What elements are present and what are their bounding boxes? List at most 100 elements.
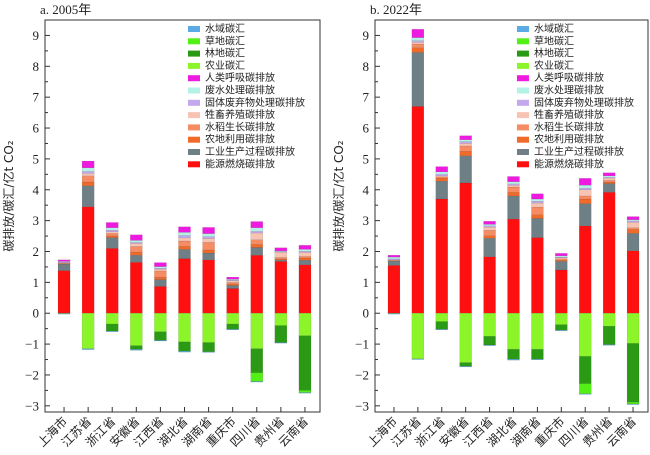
- bar-segment: [130, 234, 143, 241]
- legend-label: 农业碳汇: [534, 59, 574, 72]
- legend-swatch: [516, 38, 529, 45]
- bar-segment: [81, 173, 95, 177]
- legend-label: 草地碳汇: [534, 34, 574, 47]
- bar-segment: [130, 255, 143, 263]
- bar-segment: [555, 330, 568, 331]
- y-tick-label: 7: [363, 90, 370, 105]
- bar-segment: [202, 238, 215, 243]
- bar-segment: [555, 257, 568, 260]
- legend-swatch: [516, 124, 529, 131]
- bar-segment: [178, 351, 191, 353]
- y-tick-label: 7: [33, 90, 40, 105]
- bar-segment: [274, 342, 288, 344]
- bar-segment: [555, 324, 568, 331]
- y-tick-label: −3: [25, 398, 39, 413]
- bar-segment: [250, 227, 263, 232]
- bar-segment: [507, 195, 520, 220]
- bar-segment: [555, 258, 568, 261]
- y-tick-label: 8: [33, 59, 40, 74]
- bar-segment: [411, 29, 424, 38]
- bar-segment: [81, 171, 95, 174]
- bar-segment: [603, 175, 616, 178]
- bar-segment: [130, 262, 143, 314]
- bar-segment: [250, 372, 263, 382]
- bar-segment: [178, 240, 191, 247]
- bar-segment: [81, 313, 95, 349]
- bar-segment: [178, 226, 191, 233]
- bar-segment: [531, 237, 544, 314]
- bar-segment: [435, 177, 448, 182]
- bar-segment: [130, 345, 143, 350]
- bar-segment: [531, 206, 544, 215]
- bar-segment: [226, 329, 239, 331]
- legend-swatch: [516, 62, 529, 69]
- bar-segment: [411, 47, 424, 53]
- bar-segment: [106, 222, 119, 228]
- bar-segment: [250, 221, 263, 228]
- bar-segment: [411, 43, 424, 48]
- bar-segment: [130, 240, 143, 243]
- bar-segment: [178, 237, 191, 242]
- bar-segment: [154, 313, 167, 332]
- bar-segment: [483, 221, 496, 225]
- bar-segment: [626, 229, 640, 234]
- bar-segment: [555, 253, 568, 256]
- legend: 水域碳汇草地碳汇林地碳汇农业碳汇人类呼吸碳排放废水处理碳排放固体废弃物处理碳排放…: [516, 22, 634, 170]
- bar-segment: [483, 336, 496, 346]
- bar-segment: [81, 206, 95, 314]
- bar-segment: [626, 401, 640, 405]
- bar-segment: [555, 313, 568, 325]
- legend-swatch: [516, 26, 529, 32]
- bar-segment: [274, 247, 288, 252]
- bar-segment: [483, 224, 496, 227]
- bar-segment: [178, 246, 191, 250]
- bar-segment: [250, 313, 263, 349]
- legend-swatch: [188, 149, 200, 155]
- bar-segment: [178, 313, 191, 343]
- bar-segment: [459, 145, 472, 152]
- bar-segment: [57, 262, 71, 264]
- bar-segment: [507, 192, 520, 197]
- bar-segment: [130, 251, 143, 256]
- bar-segment: [459, 141, 472, 144]
- bar-segment: [154, 340, 167, 342]
- bar-segment: [202, 313, 215, 343]
- bar-segment: [250, 232, 263, 240]
- legend-swatch: [188, 136, 200, 143]
- bar-segment: [531, 198, 544, 202]
- bar-segment: [226, 288, 239, 314]
- y-tick-label: 2: [33, 244, 40, 259]
- bar-segment: [81, 167, 95, 172]
- bar-segment: [626, 222, 640, 228]
- bar-segment: [106, 330, 119, 332]
- bar-segment: [411, 358, 424, 360]
- bar-segment: [226, 323, 239, 330]
- legend-label: 草地碳汇: [205, 34, 245, 47]
- legend-label: 能源燃烧碳排放: [534, 157, 604, 170]
- bar-segment: [603, 177, 616, 181]
- y-tick-label: 2: [363, 244, 370, 259]
- bar-segment: [202, 259, 215, 314]
- legend-label: 工业生产过程碳排放: [534, 145, 624, 158]
- bar-segment: [459, 155, 472, 184]
- legend-swatch: [516, 112, 529, 119]
- y-tick-label: 1: [363, 275, 370, 290]
- legend-label: 水域碳汇: [534, 22, 574, 35]
- bar-segment: [411, 313, 424, 360]
- bar-segment: [106, 231, 119, 234]
- bar-segment: [298, 259, 312, 265]
- bar-segment: [435, 180, 448, 200]
- bar-segment: [483, 225, 496, 228]
- y-tick-label: 9: [363, 28, 370, 43]
- chart-title: b. 2022年: [370, 2, 422, 17]
- bar-segment: [459, 143, 472, 147]
- legend-label: 固体废弃物处理碳排放: [534, 96, 634, 109]
- y-tick-label: 8: [363, 59, 370, 74]
- legend-swatch: [516, 161, 529, 168]
- bar-segment: [226, 313, 239, 325]
- bar-segment: [202, 249, 215, 254]
- bar-segment: [459, 182, 472, 314]
- bar-segment: [178, 232, 191, 236]
